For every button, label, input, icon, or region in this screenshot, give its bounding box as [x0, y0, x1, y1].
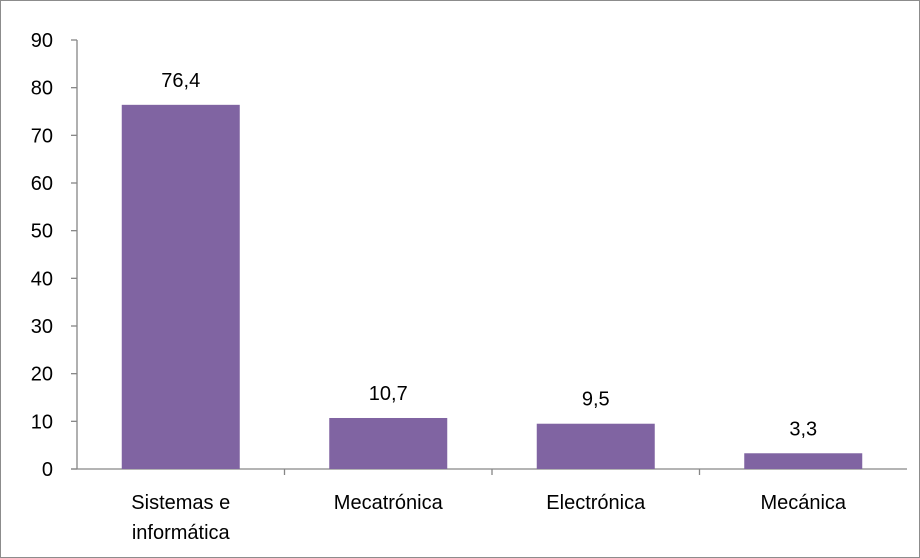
y-axis: 0 10 20 30 40 50 60 70 80 90 [31, 30, 78, 481]
x-axis [71, 468, 907, 475]
y-tick-label: 10 [31, 411, 53, 433]
bar [744, 453, 863, 469]
bar [536, 423, 655, 469]
bars [121, 104, 863, 470]
y-tick-label: 20 [31, 364, 53, 386]
y-tick-label: 0 [42, 459, 53, 481]
bar [329, 417, 448, 469]
data-label: 3,3 [789, 418, 817, 440]
category-label: Electrónica [546, 492, 646, 514]
data-label: 76,4 [161, 70, 200, 92]
y-tick-label: 50 [31, 221, 53, 243]
y-tick-label: 60 [31, 173, 53, 195]
bar [121, 104, 240, 470]
y-tick-label: 90 [31, 30, 53, 52]
y-tick-label: 80 [31, 78, 53, 100]
data-labels: 76,4 10,7 9,5 3,3 [161, 70, 817, 440]
y-tick-label: 30 [31, 316, 53, 338]
category-label: Mecatrónica [334, 492, 444, 514]
category-label: Sistemas e informática [131, 492, 230, 544]
data-label: 10,7 [369, 383, 408, 405]
data-label: 9,5 [582, 389, 610, 411]
category-label: Mecánica [760, 492, 846, 514]
y-tick-label: 40 [31, 268, 53, 290]
category-labels: Sistemas e informática Mecatrónica Electrón… [131, 492, 847, 544]
y-tick-label: 70 [31, 125, 53, 147]
